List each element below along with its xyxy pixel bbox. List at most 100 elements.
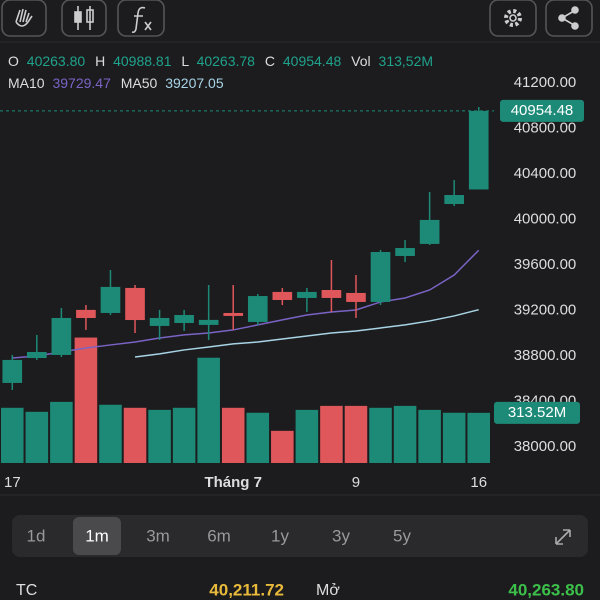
share-icon	[558, 14, 566, 22]
volume-bar	[393, 405, 417, 463]
hand-icon	[15, 8, 33, 27]
tab-bar	[12, 515, 588, 557]
footer-value: 40,211.72	[209, 580, 284, 599]
candle-body	[27, 351, 47, 359]
tab-label[interactable]: 1y	[271, 526, 289, 545]
footer-label: Mở	[316, 582, 340, 599]
candle-body	[125, 287, 145, 321]
quote-label: C	[265, 53, 275, 69]
gear-icon	[504, 9, 522, 27]
volume-bar	[442, 412, 466, 463]
candle-body	[395, 248, 415, 256]
share-icon	[571, 22, 579, 30]
candle-body	[223, 312, 244, 316]
candle-body	[346, 292, 366, 302]
legend-label: MA10	[8, 75, 45, 91]
y-tick-label: 41200.00	[514, 74, 577, 91]
footer-label: TC	[16, 582, 37, 599]
y-tick-label: 38800.00	[514, 347, 577, 364]
volume-bar	[74, 337, 98, 463]
y-tick-label: 39600.00	[514, 256, 577, 273]
volume-bar	[197, 357, 220, 463]
candle-body	[444, 195, 464, 205]
expand-icon[interactable]	[555, 529, 571, 545]
candle-button[interactable]	[61, 0, 107, 37]
volume-bar	[418, 409, 441, 463]
volume-label: 313.52M	[508, 404, 566, 421]
candle-body	[247, 296, 268, 322]
candle-body	[2, 359, 23, 383]
volume-tag	[494, 401, 580, 424]
quote-label: L	[181, 53, 189, 69]
quote-value: 313,52M	[379, 53, 433, 69]
gear-icon	[509, 14, 517, 22]
tab-label[interactable]: 3m	[146, 526, 170, 545]
candle-icon	[86, 9, 94, 23]
candle-body	[370, 252, 391, 302]
volume-bar	[50, 401, 73, 463]
legend-label: MA50	[121, 75, 158, 91]
quote-value: 40954.48	[283, 53, 342, 69]
y-tick-label: 40800.00	[514, 119, 577, 136]
volume-bar	[25, 411, 49, 463]
candle-body	[100, 286, 121, 313]
volume-bar	[123, 407, 147, 463]
tab-label[interactable]: 1m	[85, 526, 109, 545]
candle-body	[297, 291, 317, 298]
quote-label: H	[95, 53, 105, 69]
candle-body	[149, 317, 170, 326]
volume-bar	[295, 409, 319, 463]
candle-body	[174, 315, 194, 323]
y-tick-label: 40400.00	[514, 165, 577, 182]
quote-value: 40988.81	[113, 53, 172, 69]
volume-bar	[344, 405, 368, 463]
candle-body	[272, 291, 293, 301]
volume-bar	[467, 412, 490, 463]
volume-bar	[246, 412, 270, 463]
ma-line	[12, 249, 480, 359]
candle-body	[321, 289, 342, 298]
share-button[interactable]	[545, 0, 593, 37]
footer-value: 40,263.80	[508, 580, 584, 599]
tab-selected[interactable]	[73, 517, 121, 555]
tab-label[interactable]: 6m	[207, 526, 231, 545]
candle-body	[198, 319, 219, 325]
candle-body	[468, 110, 489, 190]
volume-bar	[271, 430, 294, 463]
volume-bar	[320, 405, 343, 463]
x-tick-label: Tháng 7	[204, 474, 262, 491]
quote-label: O	[8, 53, 19, 69]
volume-bar	[221, 407, 245, 463]
x-tick-label: 17	[4, 474, 21, 491]
candle-body	[76, 309, 96, 318]
quote-value: 40263.80	[27, 53, 86, 69]
volume-bar	[148, 409, 171, 463]
quote-value: 40263.78	[197, 53, 256, 69]
y-tick-label: 38000.00	[514, 438, 577, 455]
tab-label[interactable]: 3y	[332, 526, 350, 545]
y-tick-label: 40000.00	[514, 210, 577, 227]
legend-value: 39729.47	[52, 75, 111, 91]
indicator-button[interactable]	[117, 0, 165, 37]
candle-body	[419, 219, 440, 244]
volume-bar	[172, 407, 196, 463]
toolbar	[1, 0, 593, 37]
settings-button[interactable]	[489, 0, 537, 37]
tab-label[interactable]: 5y	[393, 526, 411, 545]
volume-bar	[1, 407, 24, 463]
fx-icon	[131, 6, 152, 33]
quote-line: O 40263.80 H 40988.81 L 40263.78 C 40954…	[8, 53, 433, 69]
x-tick-label: 9	[352, 474, 360, 491]
tab-label[interactable]: 1d	[27, 526, 46, 545]
x-tick-label: 16	[470, 474, 487, 491]
ma-legend: MA10 39729.47 MA50 39207.05	[8, 75, 224, 91]
volume-bar	[369, 407, 392, 463]
legend-value: 39207.05	[165, 75, 224, 91]
volume-bar	[99, 404, 122, 463]
candle-icon	[74, 11, 82, 23]
quote-label: Vol	[351, 53, 370, 69]
candle-body	[51, 317, 72, 355]
y-tick-label: 39200.00	[514, 301, 577, 318]
ma-line	[134, 308, 479, 358]
